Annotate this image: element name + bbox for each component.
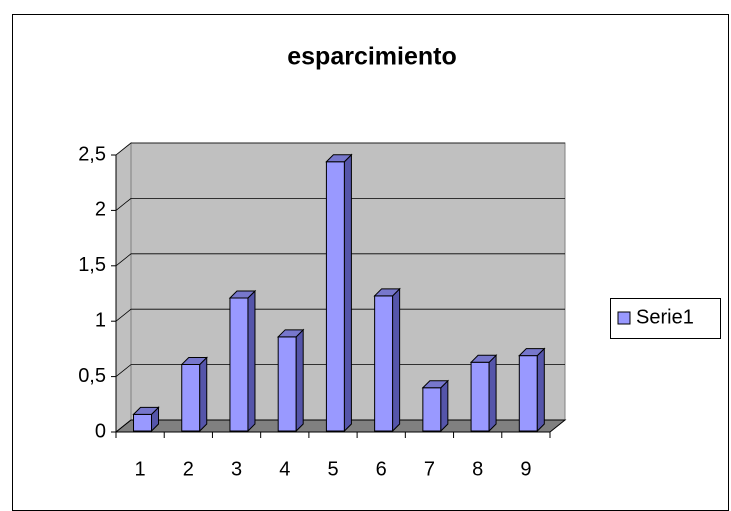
bar-face: [325, 161, 345, 432]
bar-face: [343, 153, 352, 433]
bar-face: [392, 287, 401, 433]
bar-face: [133, 413, 153, 432]
bar-face: [488, 354, 497, 433]
bar-face: [469, 354, 498, 363]
y-tick-label: 0,5: [78, 365, 106, 387]
bar-face: [276, 329, 305, 338]
bar-face: [518, 348, 546, 357]
grid-line: [115, 308, 565, 322]
bar-face: [199, 356, 208, 433]
legend-swatch: [617, 311, 631, 325]
bar-face: [277, 336, 297, 432]
bar-face: [518, 355, 538, 432]
bar-face: [181, 364, 201, 432]
x-tick-label: 5: [327, 458, 338, 480]
y-tick-label: 2: [95, 199, 106, 221]
y-tick-label: 1,5: [78, 254, 106, 276]
bar-face: [422, 387, 442, 432]
grid-line: [115, 142, 565, 156]
x-tick-label: 8: [472, 458, 483, 480]
bar-face: [295, 328, 304, 433]
y-tick-label: 0: [95, 420, 106, 442]
bar-face: [180, 357, 208, 366]
bar-face: [374, 295, 394, 432]
grid-line: [115, 197, 565, 211]
y-tick-label: 2,5: [78, 143, 106, 165]
y-tick-label: 1: [95, 309, 106, 331]
bar: [228, 289, 257, 433]
x-tick-label: 9: [520, 458, 531, 480]
bar-face: [421, 380, 450, 389]
x-tick-label: 1: [135, 458, 146, 480]
legend-label: Serie1: [636, 306, 694, 328]
side-wall: [115, 141, 132, 434]
bar-face: [228, 290, 257, 299]
x-tick-label: 4: [279, 458, 290, 480]
grid-line: [115, 419, 565, 433]
grid-line: [115, 364, 565, 377]
bar: [276, 328, 305, 433]
bar: [469, 354, 498, 433]
bar-face: [247, 289, 256, 433]
x-tick-label: 6: [376, 458, 387, 480]
bar-face: [536, 347, 545, 433]
bar: [373, 287, 401, 433]
x-tick-label: 3: [231, 458, 242, 480]
bar-face: [373, 288, 401, 297]
bar: [421, 379, 450, 433]
bar: [325, 153, 353, 433]
x-tick-label: 7: [424, 458, 435, 480]
chart-title: esparcimiento: [287, 43, 457, 71]
x-tick-label: 2: [183, 458, 194, 480]
bar-face: [229, 297, 249, 432]
bar-face: [470, 361, 490, 432]
bar: [132, 406, 160, 433]
bar-face: [440, 379, 449, 433]
bar: [518, 347, 546, 433]
bar-face: [132, 406, 160, 415]
bar: [180, 356, 208, 433]
bar-face: [325, 154, 353, 163]
grid-line: [115, 253, 565, 267]
